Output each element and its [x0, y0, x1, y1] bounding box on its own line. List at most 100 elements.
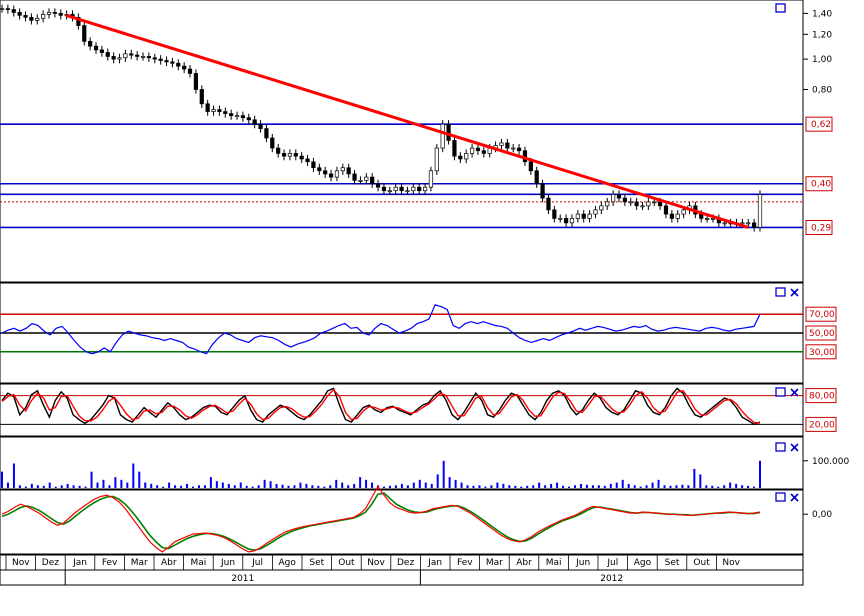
- close-icon-stroke: [790, 288, 799, 297]
- price-candle: [552, 205, 557, 223]
- candle-body: [0, 8, 5, 10]
- price-panel: [0, 0, 804, 283]
- price-candle: [499, 138, 504, 150]
- close-icon-stroke: [790, 388, 799, 397]
- price-candle: [152, 53, 157, 64]
- price-candle: [393, 183, 398, 195]
- candle-body: [616, 193, 622, 199]
- price-candle: [422, 183, 428, 195]
- macd-line: [1, 485, 761, 553]
- price-candle: [117, 53, 122, 64]
- candle-body: [152, 57, 157, 60]
- candle-body: [293, 153, 298, 157]
- price-candle: [246, 113, 251, 124]
- price-candle: [270, 133, 275, 153]
- month-label: Dez: [397, 558, 414, 568]
- close-icon[interactable]: [790, 388, 799, 397]
- maximize-icon[interactable]: [775, 442, 786, 452]
- price-candle: [217, 105, 222, 116]
- price-candle: [616, 190, 622, 203]
- candle-body: [170, 61, 175, 64]
- maximize-icon[interactable]: [775, 287, 786, 297]
- month-label: Out: [338, 558, 355, 568]
- candle-body: [710, 218, 716, 220]
- year-label: 2012: [600, 574, 623, 584]
- month-label: Abr: [516, 558, 532, 568]
- close-icon-stroke: [790, 443, 799, 452]
- rsi-line: [1, 304, 761, 355]
- candle-body: [240, 115, 246, 119]
- price-candle: [516, 144, 522, 155]
- candle-body: [264, 128, 269, 139]
- candle-body: [628, 201, 633, 204]
- price-candle: [469, 144, 475, 158]
- candle-body: [234, 115, 240, 117]
- candle-body: [458, 155, 463, 160]
- price-candle: [458, 152, 463, 164]
- month-label: Nov: [12, 558, 30, 568]
- price-candle: [276, 144, 281, 158]
- maximize-icon[interactable]: [775, 3, 786, 13]
- candle-body: [99, 49, 104, 53]
- price-candle: [29, 13, 34, 25]
- price-candle: [252, 115, 257, 129]
- level-label: 0,40: [811, 180, 831, 190]
- price-candle: [346, 163, 351, 179]
- rsi-level-box: [805, 325, 837, 341]
- candle-body: [11, 9, 16, 13]
- price-candle: [370, 173, 375, 188]
- stoch-k-line: [1, 387, 761, 426]
- candle-body: [428, 170, 434, 188]
- maximize-icon[interactable]: [775, 492, 786, 502]
- price-candle: [575, 210, 580, 223]
- candle-body: [558, 218, 563, 220]
- candle-body: [29, 16, 34, 21]
- close-icon[interactable]: [790, 493, 799, 502]
- price-candle: [46, 8, 52, 19]
- close-icon[interactable]: [790, 443, 799, 452]
- price-candle: [417, 183, 422, 195]
- candle-body: [475, 147, 481, 152]
- candle-body: [58, 13, 63, 16]
- candle-body: [299, 155, 304, 160]
- candle-body: [82, 25, 87, 42]
- candle-body: [252, 119, 257, 125]
- candle-body: [305, 158, 310, 163]
- price-candle: [264, 124, 269, 143]
- price-candle: [17, 8, 22, 20]
- candle-body: [187, 68, 193, 74]
- price-candle: [610, 190, 616, 207]
- rsi-level-box: [805, 344, 837, 360]
- maximize-icon[interactable]: [775, 387, 786, 397]
- price-candle: [229, 109, 234, 120]
- price-candle: [287, 149, 293, 161]
- price-candle: [234, 111, 240, 120]
- candle-body: [76, 16, 81, 26]
- month-label: Jun: [575, 558, 590, 568]
- price-candle: [534, 166, 539, 188]
- candle-body: [281, 153, 287, 157]
- price-candle: [663, 201, 669, 219]
- price-candle: [752, 218, 757, 232]
- candle-body: [158, 58, 163, 61]
- price-candle: [593, 205, 598, 219]
- candle-body: [223, 111, 228, 114]
- level-label: 0,29: [811, 223, 831, 233]
- month-label: Mai: [546, 558, 562, 568]
- candle-body: [346, 167, 351, 175]
- price-candle: [323, 166, 328, 179]
- month-label: Ago: [279, 558, 297, 568]
- candle-body: [593, 209, 598, 215]
- month-label: Dez: [42, 558, 59, 568]
- candle-body: [646, 201, 651, 207]
- candle-body: [528, 161, 533, 172]
- close-icon[interactable]: [790, 288, 799, 297]
- candle-body: [164, 60, 169, 63]
- candle-body: [757, 193, 763, 228]
- candle-body: [705, 218, 710, 220]
- candle-body: [46, 12, 52, 15]
- price-candle: [505, 138, 510, 153]
- candle-body: [740, 222, 745, 225]
- price-candle: [452, 136, 457, 161]
